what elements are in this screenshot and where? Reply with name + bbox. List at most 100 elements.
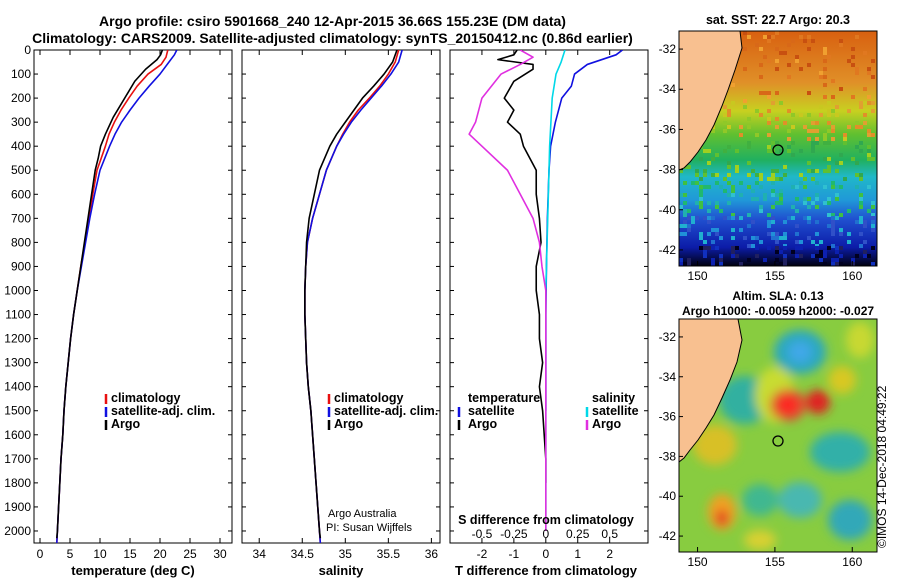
sst-pixel [783, 254, 787, 258]
sst-pixel [751, 236, 755, 240]
sst-pixel [683, 224, 687, 228]
legend-label: climatology [111, 391, 181, 405]
sst-pixel [783, 220, 787, 224]
sst-pixel [767, 95, 771, 99]
sst-pixel [855, 35, 859, 39]
sst-pixel [839, 39, 843, 43]
sst-pixel [791, 205, 795, 209]
sla-land [679, 319, 743, 463]
sst-pixel [775, 47, 779, 51]
sst-pixel [771, 189, 775, 193]
sst-pixel [787, 216, 791, 220]
sla-argo-marker [772, 435, 784, 447]
sst-pixel [779, 236, 783, 240]
sst-pixel [759, 185, 763, 189]
sst-pixel [811, 240, 815, 244]
sst-pixel [747, 258, 751, 262]
sst-pixel [763, 91, 767, 95]
sst-pixel [763, 55, 767, 59]
sst-pixel [707, 266, 711, 270]
map-y-tick-label: -32 [659, 330, 677, 344]
sst-pixel [831, 220, 835, 224]
sst-pixel [843, 137, 847, 141]
sst-pixel [699, 177, 703, 181]
sst-pixel [755, 43, 759, 47]
map-y-tick-label: -38 [659, 449, 677, 463]
sst-pixel [831, 129, 835, 133]
sst-pixel [775, 250, 779, 254]
sst-pixel [691, 216, 695, 220]
sst-pixel [847, 59, 851, 63]
map-y-tick-label: -38 [659, 163, 677, 177]
sst-pixel [871, 246, 875, 250]
sst-pixel [711, 157, 715, 161]
s-tick-label: -0.5 [472, 527, 493, 541]
sst-pixel [715, 228, 719, 232]
sst-pixel [731, 189, 735, 193]
sst-pixel [863, 51, 867, 55]
map-y-tick-label: -36 [659, 122, 677, 136]
sst-pixel [823, 95, 827, 99]
sst-pixel [719, 262, 723, 266]
sst-pixel [679, 232, 683, 236]
sst-pixel [775, 31, 779, 35]
sst-pixel [831, 79, 835, 83]
legend-title-salinity: salinity [592, 391, 635, 405]
sst-pixel [819, 250, 823, 254]
sst-pixel [823, 75, 827, 79]
series-satellite-adj-clim- [304, 50, 403, 543]
sst-pixel [839, 246, 843, 250]
sst-pixel [703, 149, 707, 153]
sst-pixel [727, 113, 731, 117]
sst-pixel [707, 232, 711, 236]
sst-pixel [827, 113, 831, 117]
sst-pixel [827, 55, 831, 59]
depth-tick-label: 1800 [4, 476, 31, 490]
sst-pixel [839, 254, 843, 258]
sst-pixel [767, 246, 771, 250]
annotation-pi: PI: Susan Wijffels [326, 522, 412, 534]
sst-pixel [831, 224, 835, 228]
sst-pixel [707, 201, 711, 205]
sst-pixel [815, 220, 819, 224]
sst-pixel [783, 236, 787, 240]
sst-pixel [771, 216, 775, 220]
sst-pixel [871, 59, 875, 63]
sst-pixel [863, 220, 867, 224]
sst-pixel [727, 165, 731, 169]
sst-land [679, 31, 743, 171]
sst-pixel [719, 254, 723, 258]
sst-pixel [687, 262, 691, 266]
sst-pixel [795, 59, 799, 63]
sst-pixel [823, 51, 827, 55]
sst-pixel [699, 185, 703, 189]
sst-pixel [707, 185, 711, 189]
sst-pixel [839, 161, 843, 165]
sst-pixel [739, 193, 743, 197]
depth-tick-label: 1500 [4, 404, 31, 418]
depth-tick-label: 2000 [4, 524, 31, 538]
sst-pixel [771, 169, 775, 173]
sst-pixel [859, 244, 863, 248]
sst-pixel [815, 232, 819, 236]
sst-pixel [843, 141, 847, 145]
sst-pixel [839, 43, 843, 47]
sst-pixel [759, 75, 763, 79]
sst-pixel [831, 232, 835, 236]
sst-pixel [839, 87, 843, 91]
sst-pixel [815, 246, 819, 250]
salinity-xlabel: salinity [319, 563, 365, 578]
sst-pixel [871, 205, 875, 209]
sst-pixel [867, 95, 871, 99]
sst-pixel [767, 145, 771, 149]
sst-pixel [683, 270, 687, 274]
sst-pixel [799, 35, 803, 39]
sst-pixel [859, 205, 863, 209]
sst-pixel [851, 157, 855, 161]
sst-pixel [835, 197, 839, 201]
sst-pixel [799, 246, 803, 250]
sst-pixel [847, 109, 851, 113]
depth-tick-label: 1200 [4, 332, 31, 346]
sst-pixel [767, 220, 771, 224]
sst-pixel [763, 258, 767, 262]
